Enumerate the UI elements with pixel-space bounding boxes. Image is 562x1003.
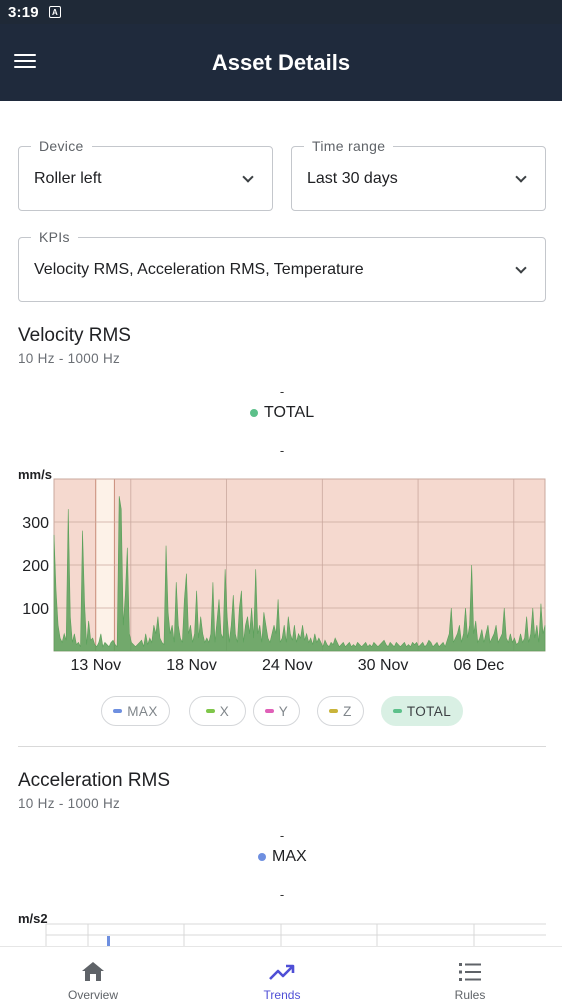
x-tick-label: 30 Nov xyxy=(358,657,409,674)
acceleration-chart[interactable] xyxy=(0,922,562,946)
time-range-select[interactable]: Time range Last 30 days xyxy=(291,138,546,211)
velocity-dash-bottom: - xyxy=(279,443,285,458)
section-divider xyxy=(18,746,546,747)
trending-up-icon xyxy=(269,964,295,980)
device-value: Roller left xyxy=(34,169,102,187)
chevron-down-icon xyxy=(515,170,527,183)
kpis-select[interactable]: KPIs Velocity RMS, Acceleration RMS, Tem… xyxy=(18,229,546,302)
velocity-chart[interactable]: 100 200 300 13 Nov 18 Nov 24 Nov 30 Nov 06 Dec xyxy=(0,475,562,675)
y-tick-label: 200 xyxy=(22,558,49,575)
chip-max[interactable]: MAX xyxy=(101,696,170,726)
chip-swatch xyxy=(392,709,402,713)
x-tick-label: 18 Nov xyxy=(166,657,217,674)
chip-x[interactable]: X xyxy=(189,696,246,726)
time-range-label: Time range xyxy=(304,138,394,154)
acceleration-legend-label: MAX xyxy=(272,848,307,865)
nav-rules[interactable]: Rules xyxy=(410,947,530,1003)
series-toggle-chips: MAX X Y Z TOTAL xyxy=(0,696,562,728)
acceleration-title: Acceleration RMS xyxy=(18,770,171,791)
kpis-label: KPIs xyxy=(31,229,78,245)
acceleration-dash-top: - xyxy=(279,828,285,843)
chip-label: TOTAL xyxy=(406,703,452,719)
velocity-legend-label: TOTAL xyxy=(264,404,315,421)
velocity-unit: mm/s xyxy=(18,467,52,482)
velocity-subtitle: 10 Hz - 1000 Hz xyxy=(18,351,121,366)
nav-trends[interactable]: Trends xyxy=(222,947,342,1003)
accel-max-bar xyxy=(107,936,110,946)
chip-label: MAX xyxy=(127,703,158,719)
chevron-down-icon xyxy=(515,261,527,274)
x-tick-label: 06 Dec xyxy=(453,657,504,674)
velocity-legend: TOTAL xyxy=(250,404,314,422)
chip-z[interactable]: Z xyxy=(317,696,364,726)
status-bar: 3:19 A xyxy=(0,0,562,24)
nav-overview-label: Overview xyxy=(67,988,118,1002)
nav-rules-label: Rules xyxy=(454,988,486,1002)
list-icon xyxy=(459,963,481,981)
y-tick-label: 100 xyxy=(22,601,49,618)
nav-trends-label: Trends xyxy=(263,988,301,1002)
velocity-title: Velocity RMS xyxy=(18,325,131,346)
chevron-down-icon xyxy=(242,170,254,183)
device-label: Device xyxy=(31,138,92,154)
page-title: Asset Details xyxy=(211,49,351,75)
x-tick-label: 13 Nov xyxy=(70,657,121,674)
kpis-value: Velocity RMS, Acceleration RMS, Temperat… xyxy=(34,260,364,278)
chip-label: Y xyxy=(278,703,289,719)
acceleration-subtitle: 10 Hz - 1000 Hz xyxy=(18,796,121,811)
chip-label: X xyxy=(219,703,230,719)
home-icon xyxy=(82,962,104,981)
chip-swatch xyxy=(205,709,215,713)
legend-dot xyxy=(258,853,266,861)
chip-label: Z xyxy=(343,703,352,719)
x-tick-label: 24 Nov xyxy=(262,657,313,674)
chip-swatch xyxy=(329,709,339,713)
velocity-dash-top: - xyxy=(279,384,285,399)
status-time: 3:19 xyxy=(8,3,39,21)
y-tick-label: 300 xyxy=(22,515,49,532)
device-select[interactable]: Device Roller left xyxy=(18,138,273,211)
app-bar: Asset Details xyxy=(0,24,562,101)
series-total-area xyxy=(53,496,546,652)
chip-swatch xyxy=(264,709,274,713)
bottom-navigation: Overview Trends Rules xyxy=(0,946,562,1003)
notification-icon: A xyxy=(48,6,61,18)
hamburger-menu-icon[interactable] xyxy=(14,50,42,74)
chip-y[interactable]: Y xyxy=(253,696,300,726)
legend-dot xyxy=(250,409,258,417)
acceleration-unit: m/s2 xyxy=(18,911,48,926)
chip-swatch xyxy=(113,709,123,713)
time-range-value: Last 30 days xyxy=(307,169,398,187)
acceleration-legend: MAX xyxy=(258,848,307,866)
acceleration-dash-bottom: - xyxy=(279,887,285,902)
nav-overview[interactable]: Overview xyxy=(33,947,153,1003)
chip-total[interactable]: TOTAL xyxy=(381,696,463,726)
